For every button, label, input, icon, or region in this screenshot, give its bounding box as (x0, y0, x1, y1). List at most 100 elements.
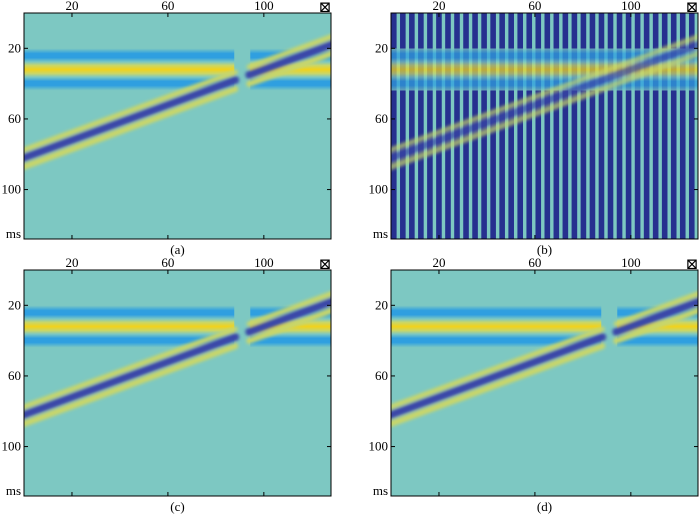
event-dipping-lobe-lower (246, 50, 331, 87)
noise-stripe (571, 13, 578, 239)
noise-stripe (535, 13, 542, 239)
event-dipping-right (245, 291, 331, 344)
plot-area (24, 13, 331, 239)
plot-frame (390, 269, 699, 497)
event-dipping-left (391, 326, 607, 427)
x-tick-label: 60 (161, 255, 174, 270)
event-dipping-core (245, 297, 331, 336)
x-end-marker: ⊠ (686, 0, 699, 16)
panel-d: 20 60 100 20 60 100 ms ⊠ (d) (369, 255, 699, 514)
plot-area (24, 270, 331, 496)
noise-stripe (661, 13, 668, 239)
noise-stripe (445, 13, 451, 239)
noise-stripe (400, 13, 406, 239)
x-tick-label: 60 (528, 0, 541, 13)
noise-stripe (517, 13, 524, 239)
plot-area (391, 13, 698, 239)
x-tick-label: 100 (254, 255, 274, 270)
x-tick-label: 20 (65, 255, 78, 270)
background (24, 13, 331, 239)
noise-stripe (652, 13, 659, 239)
plot-frame (390, 12, 699, 240)
event-dipping-left (24, 326, 240, 427)
panel-label: (d) (537, 499, 552, 514)
panel-c: 20 60 100 20 60 100 ms ⊠ (c) (2, 255, 332, 514)
y-unit-label: ms (6, 226, 21, 241)
event-dipping (391, 34, 698, 170)
panel-label: (c) (170, 499, 184, 514)
x-end-marker: ⊠ (319, 0, 332, 16)
event-dipping-lobe-lower (24, 86, 239, 170)
event-dipping-lobe-upper (613, 291, 698, 327)
event-dipping-lobe-upper (246, 34, 331, 70)
event-dipping-right (612, 291, 698, 344)
noise-stripe (688, 13, 695, 239)
noise-stripe (670, 13, 677, 239)
background (391, 270, 698, 496)
noise-stripe (427, 13, 433, 239)
event-dipping-lobe-lower (391, 343, 606, 427)
event-dipping (24, 291, 331, 427)
event-dipping-core (391, 40, 698, 163)
x-tick-label: 100 (621, 255, 641, 270)
plot-area (391, 270, 698, 496)
x-tick-label: 100 (254, 0, 274, 13)
noise-stripe (436, 13, 442, 239)
plot-frame (23, 269, 332, 497)
x-tick-label: 100 (621, 0, 641, 13)
x-tick-label: 20 (432, 0, 445, 13)
event-dipping-right (245, 34, 331, 87)
event-dipping-core (24, 76, 240, 163)
noise-stripe (508, 13, 514, 239)
x-tick-label: 20 (65, 0, 78, 13)
y-tick-label: 100 (369, 439, 389, 454)
noise-stripe (616, 13, 623, 239)
event-dipping (391, 291, 698, 427)
event-dipping-full (391, 34, 698, 170)
noise-stripe (391, 13, 397, 239)
y-tick-label: 100 (2, 439, 22, 454)
event-dipping-lobe-lower (246, 307, 331, 344)
x-tick-label: 20 (432, 255, 445, 270)
panel-b: 20 60 100 20 60 100 ms ⊠ (b) (369, 0, 699, 257)
x-end-marker: ⊠ (686, 257, 699, 273)
noise-stripe (625, 13, 632, 239)
noise-stripe (634, 13, 641, 239)
y-tick-label: 60 (375, 368, 388, 383)
noise-stripe (580, 13, 587, 239)
noise-stripe (607, 13, 614, 239)
y-tick-label: 60 (8, 368, 21, 383)
noise-stripe (553, 13, 560, 239)
noise-stripe (526, 13, 533, 239)
event-dipping-lobe-lower (24, 343, 239, 427)
event-dipping-core (391, 333, 607, 420)
y-tick-label: 20 (8, 40, 21, 55)
y-unit-label: ms (6, 483, 21, 498)
x-tick-label: 60 (528, 255, 541, 270)
background (24, 270, 331, 496)
noise-stripe (409, 13, 415, 239)
y-tick-label: 20 (375, 40, 388, 55)
y-tick-label: 100 (2, 182, 22, 197)
plot-frame (23, 12, 332, 240)
y-tick-label: 20 (375, 297, 388, 312)
y-tick-label: 20 (8, 297, 21, 312)
event-dipping-core (612, 297, 698, 336)
event-dipping-lobe-lower (613, 307, 698, 344)
event-dipping-lobe-upper (391, 326, 605, 410)
x-end-marker: ⊠ (319, 257, 332, 273)
event-dipping-lobe-lower (391, 50, 698, 170)
event-dipping-lobe-upper (391, 34, 698, 153)
noise-stripe (598, 13, 605, 239)
panel-a: 20 60 100 20 60 100 ms ⊠ (a) (2, 0, 332, 257)
event-dipping-lobe-upper (24, 326, 238, 410)
y-unit-label: ms (373, 226, 388, 241)
y-tick-label: 60 (375, 111, 388, 126)
panel-label: (a) (170, 242, 184, 257)
panel-label: (b) (537, 242, 552, 257)
y-tick-label: 60 (8, 111, 21, 126)
noise-stripe (679, 13, 686, 239)
event-dipping-lobe-upper (246, 291, 331, 327)
y-tick-label: 100 (369, 182, 389, 197)
x-tick-label: 60 (161, 0, 174, 13)
